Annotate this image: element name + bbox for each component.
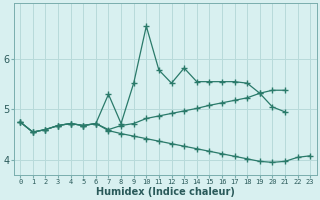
X-axis label: Humidex (Indice chaleur): Humidex (Indice chaleur) <box>96 187 235 197</box>
